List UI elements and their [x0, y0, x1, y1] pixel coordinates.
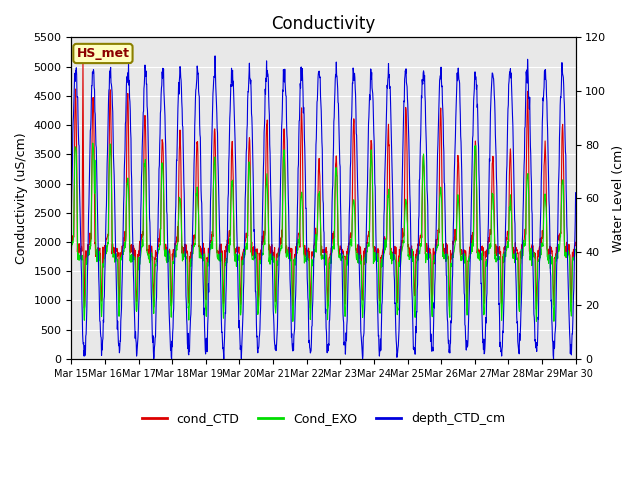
- Y-axis label: Water Level (cm): Water Level (cm): [612, 144, 625, 252]
- Title: Conductivity: Conductivity: [271, 15, 376, 33]
- Legend: cond_CTD, Cond_EXO, depth_CTD_cm: cond_CTD, Cond_EXO, depth_CTD_cm: [137, 407, 510, 430]
- Text: HS_met: HS_met: [76, 47, 129, 60]
- Y-axis label: Conductivity (uS/cm): Conductivity (uS/cm): [15, 132, 28, 264]
